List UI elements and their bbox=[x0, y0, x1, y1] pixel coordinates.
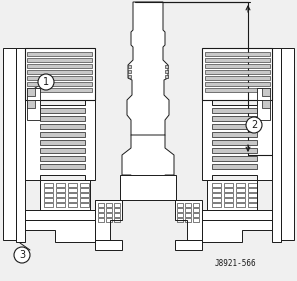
Text: 3: 3 bbox=[19, 250, 25, 260]
Polygon shape bbox=[16, 48, 25, 242]
Polygon shape bbox=[281, 118, 294, 130]
Polygon shape bbox=[27, 100, 35, 108]
Polygon shape bbox=[25, 210, 95, 220]
Polygon shape bbox=[175, 200, 202, 240]
Polygon shape bbox=[175, 240, 202, 250]
Polygon shape bbox=[281, 50, 294, 62]
Polygon shape bbox=[262, 100, 270, 108]
Polygon shape bbox=[205, 70, 270, 74]
Polygon shape bbox=[122, 135, 174, 185]
Polygon shape bbox=[281, 84, 294, 96]
Polygon shape bbox=[3, 186, 16, 198]
Polygon shape bbox=[165, 65, 168, 68]
Polygon shape bbox=[40, 180, 90, 210]
Polygon shape bbox=[3, 203, 16, 215]
Polygon shape bbox=[27, 82, 92, 86]
Polygon shape bbox=[165, 75, 168, 78]
Polygon shape bbox=[128, 65, 131, 68]
Polygon shape bbox=[40, 140, 85, 145]
Polygon shape bbox=[3, 152, 16, 164]
Polygon shape bbox=[207, 180, 257, 210]
Polygon shape bbox=[281, 101, 294, 113]
Polygon shape bbox=[25, 220, 95, 242]
Polygon shape bbox=[95, 240, 122, 250]
Polygon shape bbox=[27, 88, 92, 92]
Polygon shape bbox=[27, 58, 92, 62]
Polygon shape bbox=[205, 52, 270, 56]
Polygon shape bbox=[212, 148, 257, 153]
Polygon shape bbox=[27, 100, 40, 120]
Circle shape bbox=[246, 117, 262, 133]
Polygon shape bbox=[3, 169, 16, 181]
Polygon shape bbox=[202, 220, 272, 242]
Polygon shape bbox=[281, 186, 294, 198]
Polygon shape bbox=[95, 200, 122, 240]
Polygon shape bbox=[205, 58, 270, 62]
Polygon shape bbox=[272, 48, 281, 242]
Polygon shape bbox=[212, 164, 257, 169]
Polygon shape bbox=[281, 203, 294, 215]
Polygon shape bbox=[281, 169, 294, 181]
Polygon shape bbox=[212, 140, 257, 145]
Polygon shape bbox=[27, 76, 92, 80]
Polygon shape bbox=[257, 88, 270, 100]
Polygon shape bbox=[205, 88, 270, 92]
Polygon shape bbox=[212, 156, 257, 161]
Polygon shape bbox=[40, 108, 85, 113]
Polygon shape bbox=[40, 116, 85, 121]
Text: 1: 1 bbox=[43, 77, 49, 87]
Polygon shape bbox=[281, 48, 294, 240]
Polygon shape bbox=[205, 76, 270, 80]
Polygon shape bbox=[25, 100, 95, 180]
Polygon shape bbox=[202, 210, 272, 220]
Polygon shape bbox=[257, 100, 270, 120]
Polygon shape bbox=[212, 132, 257, 137]
Polygon shape bbox=[281, 152, 294, 164]
Text: 2: 2 bbox=[251, 120, 257, 130]
Text: J8921-566: J8921-566 bbox=[215, 259, 257, 268]
Polygon shape bbox=[3, 118, 16, 130]
Polygon shape bbox=[3, 135, 16, 147]
Polygon shape bbox=[212, 116, 257, 121]
Polygon shape bbox=[27, 88, 40, 100]
Polygon shape bbox=[27, 64, 92, 68]
Polygon shape bbox=[40, 148, 85, 153]
Polygon shape bbox=[127, 2, 169, 140]
Polygon shape bbox=[40, 124, 85, 129]
Polygon shape bbox=[40, 132, 85, 137]
Polygon shape bbox=[3, 48, 16, 240]
Circle shape bbox=[14, 247, 30, 263]
Polygon shape bbox=[202, 48, 272, 100]
Polygon shape bbox=[212, 108, 257, 113]
Polygon shape bbox=[3, 50, 16, 62]
Polygon shape bbox=[3, 101, 16, 113]
Polygon shape bbox=[205, 64, 270, 68]
Polygon shape bbox=[262, 88, 270, 96]
Polygon shape bbox=[281, 135, 294, 147]
Polygon shape bbox=[120, 175, 176, 200]
Polygon shape bbox=[128, 75, 131, 78]
Polygon shape bbox=[27, 70, 92, 74]
Polygon shape bbox=[40, 164, 85, 169]
Polygon shape bbox=[27, 52, 92, 56]
Polygon shape bbox=[25, 48, 95, 100]
Polygon shape bbox=[281, 67, 294, 79]
Polygon shape bbox=[3, 67, 16, 79]
Polygon shape bbox=[202, 100, 272, 180]
Polygon shape bbox=[212, 124, 257, 129]
Polygon shape bbox=[128, 70, 131, 73]
Circle shape bbox=[38, 74, 54, 90]
Polygon shape bbox=[3, 84, 16, 96]
Polygon shape bbox=[27, 88, 35, 96]
Polygon shape bbox=[205, 82, 270, 86]
Polygon shape bbox=[165, 70, 168, 73]
Polygon shape bbox=[40, 156, 85, 161]
